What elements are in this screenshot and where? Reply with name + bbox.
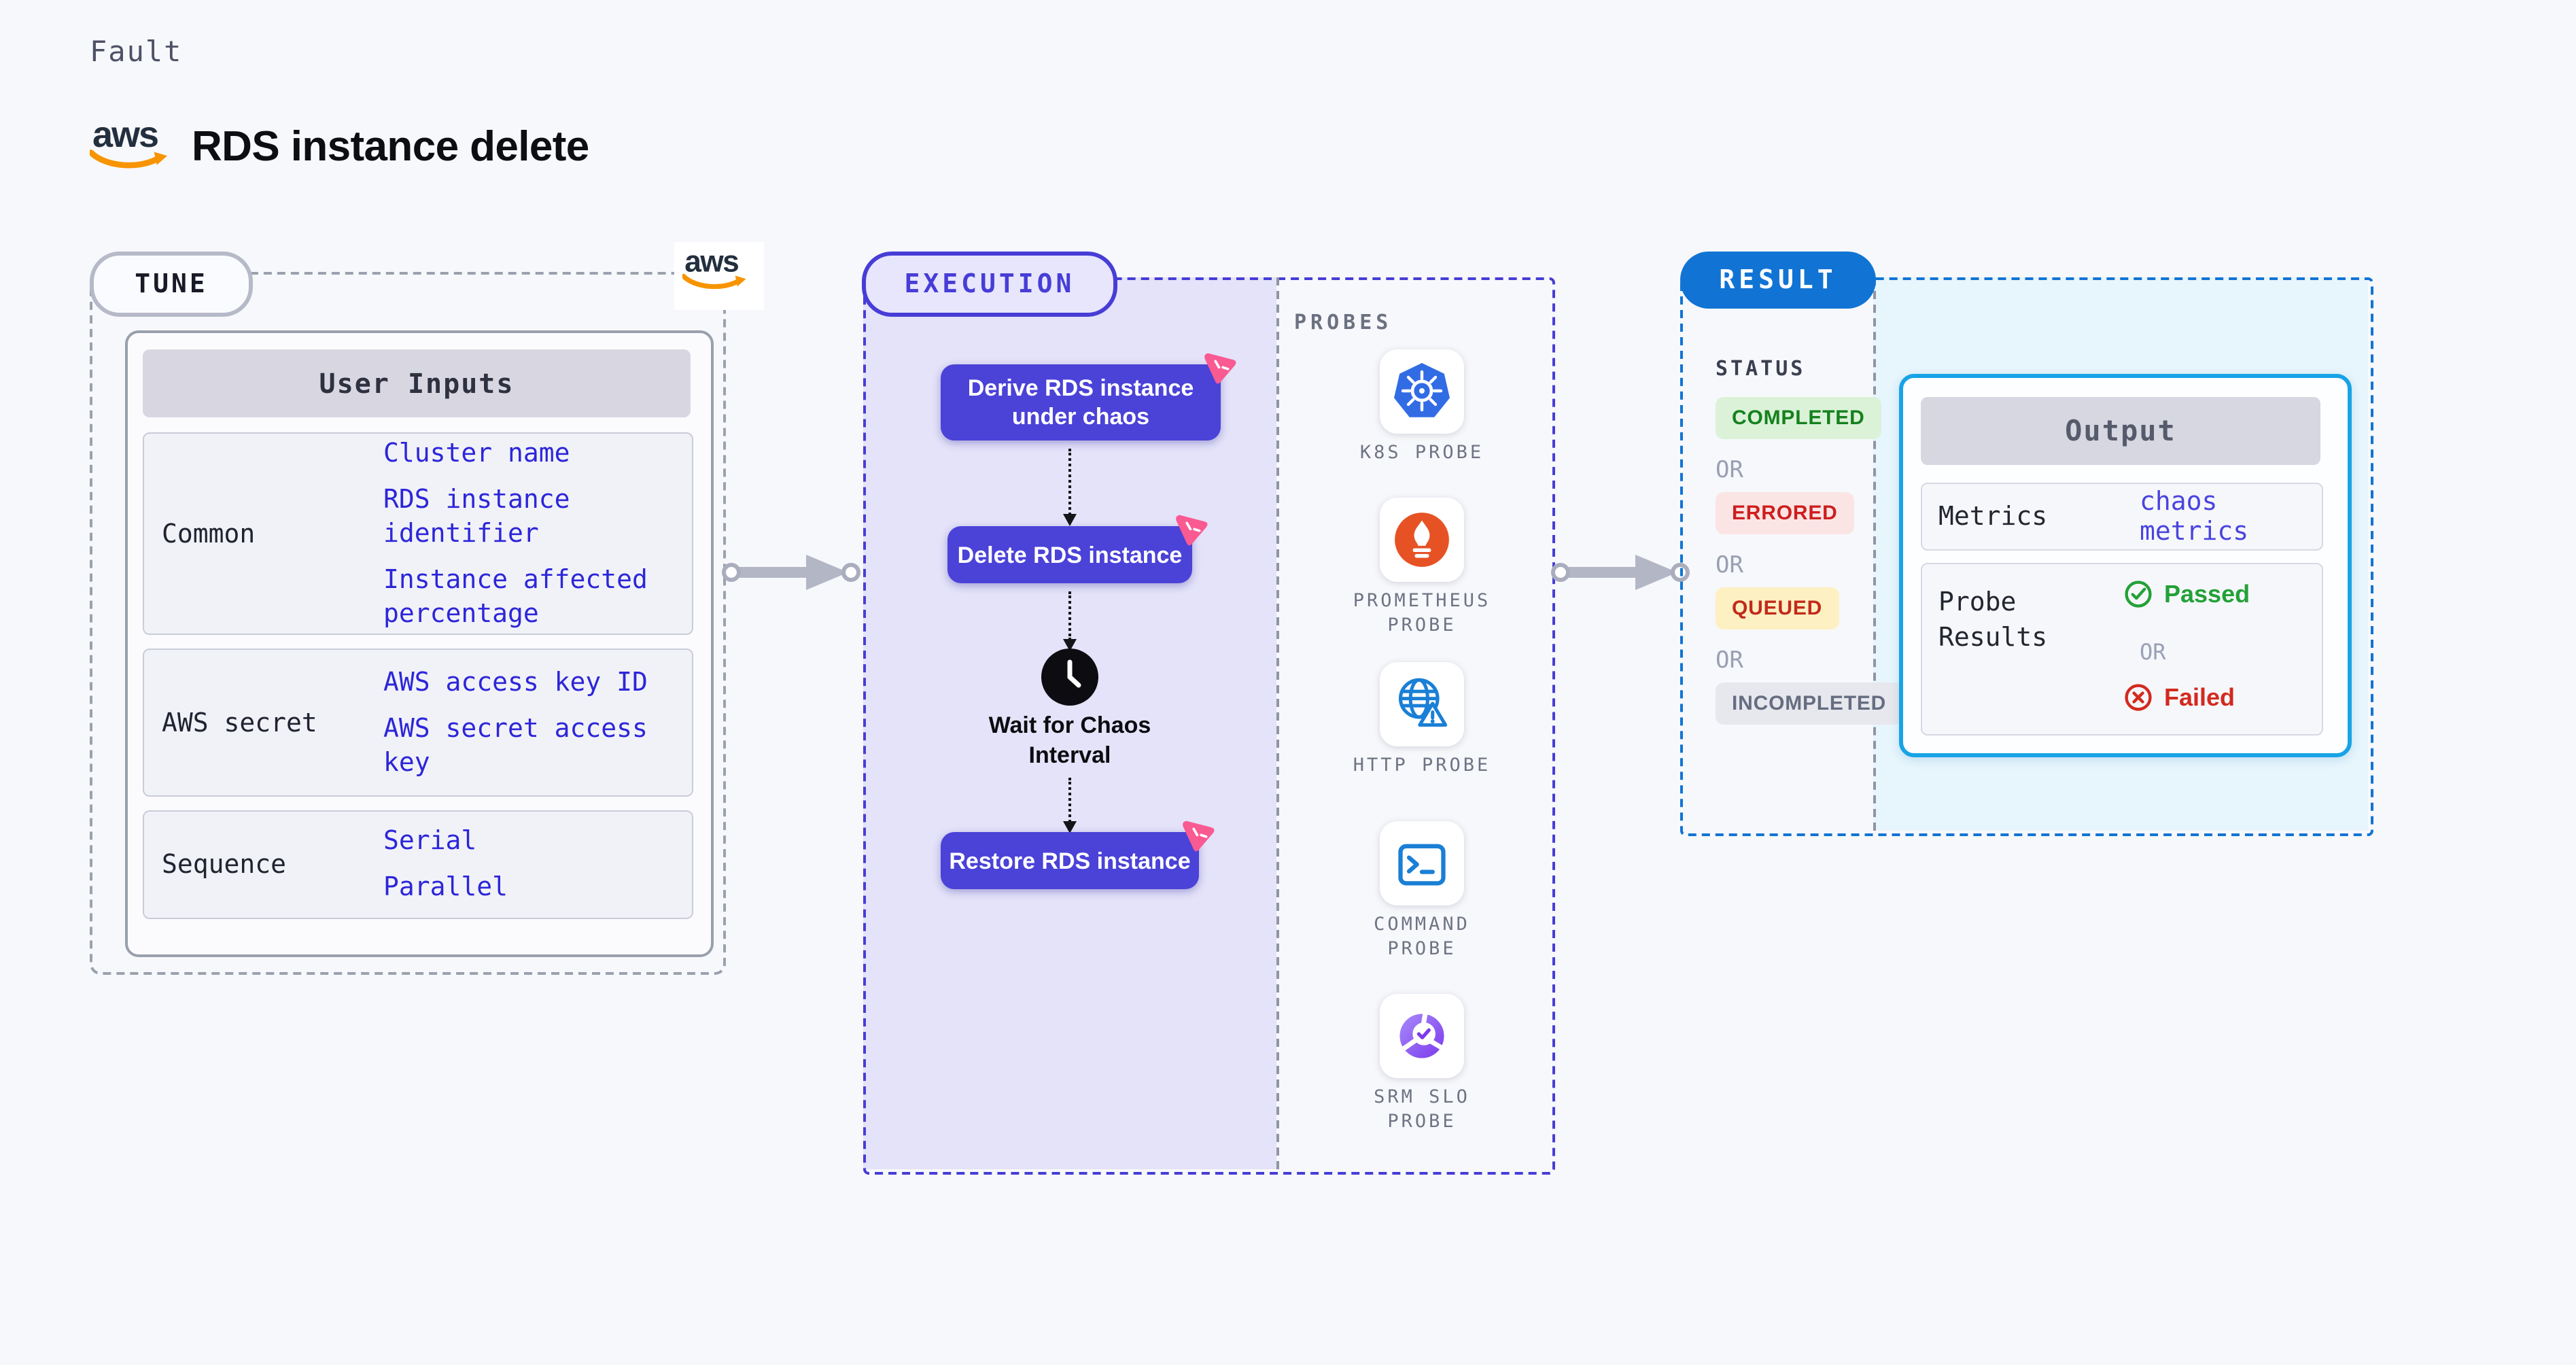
step-connector <box>1063 591 1077 651</box>
prometheus-icon <box>1395 513 1449 567</box>
input-row-sequence: Sequence Serial Parallel <box>143 810 693 919</box>
or-label: OR <box>2140 639 2166 665</box>
status-badge-completed: COMPLETED <box>1716 397 1881 439</box>
input-value: AWS secret access key <box>383 713 648 777</box>
input-row-label: Common <box>162 519 256 549</box>
step-derive-rds-instance: Derive RDS instance under chaos <box>941 353 1236 440</box>
input-row-values: Cluster name RDS instance identifier Ins… <box>383 436 682 631</box>
result-badge: RESULT <box>1680 252 1876 309</box>
input-value: AWS access key ID <box>383 667 648 697</box>
chaos-badge-icon <box>1183 820 1215 852</box>
aws-logo-small: aws <box>674 242 764 310</box>
input-row-common: Common Cluster name RDS instance identif… <box>143 432 693 635</box>
chaos-badge-icon <box>1176 515 1208 546</box>
aws-wordmark: aws <box>92 114 159 155</box>
step-connector <box>1063 778 1077 833</box>
chaos-badge-icon <box>1204 353 1236 384</box>
user-inputs-header: User Inputs <box>143 349 691 417</box>
step-restore-rds-instance: Restore RDS instance <box>941 820 1215 889</box>
step-connector <box>1063 449 1077 526</box>
status-badge-errored: ERRORED <box>1716 492 1854 534</box>
flow-arrow-execution-to-result <box>1551 551 1690 594</box>
probe-label: K8S PROBE <box>1359 442 1484 464</box>
execution-probes-divider <box>1276 277 1279 1169</box>
aws-logo: aws <box>90 114 171 177</box>
result-status-divider <box>1873 277 1876 831</box>
status-badge-queued: QUEUED <box>1716 587 1839 629</box>
input-row-values: Serial Parallel <box>383 825 682 905</box>
input-value: Instance affected percentage <box>383 564 648 628</box>
command-icon <box>1398 844 1446 886</box>
metrics-value: chaos metrics <box>2140 487 2249 547</box>
probe-card-k8s <box>1380 349 1464 434</box>
page-kicker: Fault <box>90 35 183 68</box>
status-title: STATUS <box>1716 356 1806 381</box>
input-row-aws-secret: AWS secret AWS access key ID AWS secret … <box>143 649 693 797</box>
probe-result-failed: Failed <box>2123 682 2235 712</box>
input-row-label: Sequence <box>162 850 287 880</box>
metrics-label: Metrics <box>1938 502 2048 532</box>
input-value: RDS instance identifier <box>383 484 570 548</box>
probe-card-srm-slo <box>1380 994 1464 1078</box>
result-section-box <box>1680 277 2373 836</box>
http-icon <box>1398 678 1448 727</box>
execution-section-box <box>863 277 1555 1175</box>
input-value: Cluster name <box>383 438 570 468</box>
probe-result-passed: Passed <box>2123 579 2250 609</box>
or-label: OR <box>1716 552 1743 579</box>
output-metrics-row: Metrics chaos metrics <box>1921 483 2323 551</box>
tune-section-box <box>90 272 726 975</box>
execution-badge: EXECUTION <box>862 252 1117 317</box>
flow-arrow-tune-to-execution <box>722 551 860 594</box>
or-label: OR <box>1716 647 1743 674</box>
status-badge-incompleted: INCOMPLETED <box>1716 682 1903 725</box>
page-title: RDS instance delete <box>192 122 589 170</box>
probe-label: COMMAND PROBE <box>1374 914 1470 960</box>
probe-card-command <box>1380 821 1464 905</box>
aws-wordmark: aws <box>684 245 739 279</box>
probe-card-http <box>1380 662 1464 746</box>
probe-label: SRM SLO PROBE <box>1374 1086 1470 1133</box>
probe-card-prometheus <box>1380 498 1464 582</box>
output-header: Output <box>1921 397 2320 465</box>
aws-smile-icon <box>90 150 168 169</box>
tune-badge: TUNE <box>90 252 253 317</box>
input-row-label: AWS secret <box>162 708 317 738</box>
aws-smile-icon <box>682 273 746 290</box>
input-row-values: AWS access key ID AWS secret access key <box>383 666 682 780</box>
or-label: OR <box>1716 457 1743 484</box>
probe-label: PROMETHEUS PROBE <box>1353 590 1491 636</box>
check-circle-icon <box>2125 581 2152 608</box>
step-wait-for-chaos-interval: Wait for Chaos Interval <box>988 712 1151 768</box>
input-value: Parallel <box>383 872 508 902</box>
input-value: Serial <box>383 826 477 856</box>
probes-title: PROBES <box>1294 310 1393 334</box>
kubernetes-icon <box>1394 363 1450 417</box>
output-card: Output Metrics chaos metrics Probe Resul… <box>1899 374 2352 757</box>
wait-clock-icon <box>1041 649 1098 706</box>
x-circle-icon <box>2125 684 2152 711</box>
srm-slo-icon <box>1399 1009 1444 1058</box>
probe-results-label: Probe Results <box>1938 587 2048 653</box>
step-delete-rds-instance: Delete RDS instance <box>947 515 1208 583</box>
output-probe-results-row: Probe Results Passed OR Failed <box>1921 563 2323 736</box>
probe-label: HTTP PROBE <box>1353 755 1491 776</box>
